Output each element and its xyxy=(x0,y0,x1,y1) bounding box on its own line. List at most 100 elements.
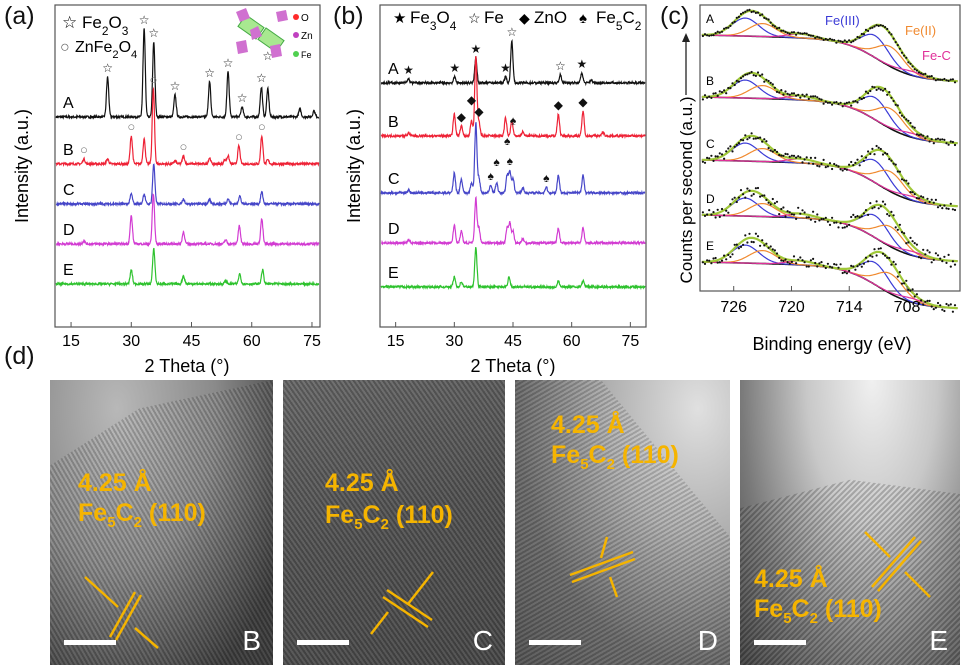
data-point xyxy=(729,255,732,258)
data-point xyxy=(930,198,933,201)
data-point xyxy=(920,257,923,260)
data-point xyxy=(869,202,872,205)
data-point xyxy=(712,159,715,162)
data-point xyxy=(833,162,836,166)
data-point xyxy=(750,10,753,14)
lattice-fringe-marker xyxy=(569,536,636,598)
data-point xyxy=(837,102,840,106)
data-point xyxy=(778,26,781,29)
data-point xyxy=(835,263,838,266)
peak-marker-filled-star: ★ xyxy=(470,42,481,56)
data-point xyxy=(723,254,726,257)
data-point xyxy=(765,78,768,81)
data-point xyxy=(894,163,897,166)
data-point xyxy=(945,142,948,145)
data-point xyxy=(841,271,844,275)
data-point xyxy=(890,96,893,99)
data-point xyxy=(756,11,760,14)
data-point xyxy=(820,37,823,40)
data-point xyxy=(780,207,783,211)
data-point xyxy=(930,305,933,308)
data-point xyxy=(862,262,866,265)
data-point xyxy=(879,205,882,208)
data-point xyxy=(822,38,825,42)
data-point xyxy=(833,39,836,42)
data-point xyxy=(767,246,770,249)
data-point xyxy=(746,138,749,141)
data-point xyxy=(780,89,783,92)
data-point xyxy=(744,10,747,13)
data-point xyxy=(915,243,919,246)
data-point xyxy=(835,41,838,44)
data-point xyxy=(873,25,876,28)
data-point xyxy=(953,143,957,147)
data-point xyxy=(854,161,857,164)
data-point xyxy=(909,289,912,292)
data-point xyxy=(867,213,870,216)
data-point xyxy=(820,98,823,101)
data-point xyxy=(727,26,730,29)
data-point xyxy=(708,209,711,212)
data-point xyxy=(816,265,819,268)
peak-marker-open-star: ☆ xyxy=(139,13,150,27)
data-point xyxy=(786,210,789,213)
data-point xyxy=(881,24,885,27)
data-point xyxy=(744,196,747,199)
x-tick-label: 60 xyxy=(243,333,261,350)
data-point xyxy=(701,160,705,163)
data-point xyxy=(852,265,855,268)
data-point xyxy=(833,221,836,224)
data-point xyxy=(903,116,906,119)
peak-marker-diamond: ◆ xyxy=(457,110,467,124)
data-point xyxy=(786,153,789,156)
data-point xyxy=(826,101,830,104)
data-point xyxy=(848,101,851,104)
data-point xyxy=(754,232,758,235)
data-point xyxy=(856,158,859,161)
data-point xyxy=(945,261,948,264)
data-point xyxy=(797,31,800,34)
peak-marker-open-star: ☆ xyxy=(506,25,517,39)
data-point xyxy=(782,206,785,209)
legend-fe5c2: Fe5C2 xyxy=(596,8,642,33)
data-point xyxy=(761,239,764,242)
inset-legend-fe: Fe xyxy=(301,50,312,60)
peak-marker-open-circle: ○ xyxy=(127,119,135,134)
data-point xyxy=(841,40,844,44)
data-point xyxy=(953,81,957,84)
data-point xyxy=(907,119,910,122)
data-point xyxy=(917,197,921,200)
data-point xyxy=(775,90,779,93)
trace-label-E: E xyxy=(63,262,74,279)
data-point xyxy=(727,147,730,150)
data-point xyxy=(877,24,880,27)
legend-symbol: ☆ xyxy=(468,10,481,26)
lattice-spacing-label: 4.25 Å xyxy=(78,469,152,497)
data-point xyxy=(905,56,908,59)
data-point xyxy=(750,194,753,197)
xrd-trace-B xyxy=(55,86,320,168)
data-point xyxy=(701,34,705,38)
data-point xyxy=(703,262,707,265)
data-point xyxy=(767,147,770,150)
x-tick-label: 45 xyxy=(183,333,201,350)
peak-marker-spade: ♠ xyxy=(488,169,495,183)
plot-frame xyxy=(699,4,961,292)
xrd-trace-A xyxy=(55,28,320,121)
data-point xyxy=(737,247,741,250)
data-point xyxy=(947,79,950,82)
data-point xyxy=(720,153,724,156)
data-point xyxy=(803,32,806,35)
data-point xyxy=(877,87,880,90)
data-point xyxy=(767,79,770,83)
data-point xyxy=(888,214,891,217)
y-axis-label: Intensity (a.u.) xyxy=(344,109,364,223)
data-point xyxy=(735,243,738,246)
data-point xyxy=(822,158,825,161)
peak-marker-spade: ♠ xyxy=(493,155,500,169)
data-point xyxy=(725,26,728,29)
data-point xyxy=(850,215,853,219)
data-point xyxy=(826,165,830,168)
data-point xyxy=(890,210,893,213)
data-point xyxy=(928,251,931,254)
